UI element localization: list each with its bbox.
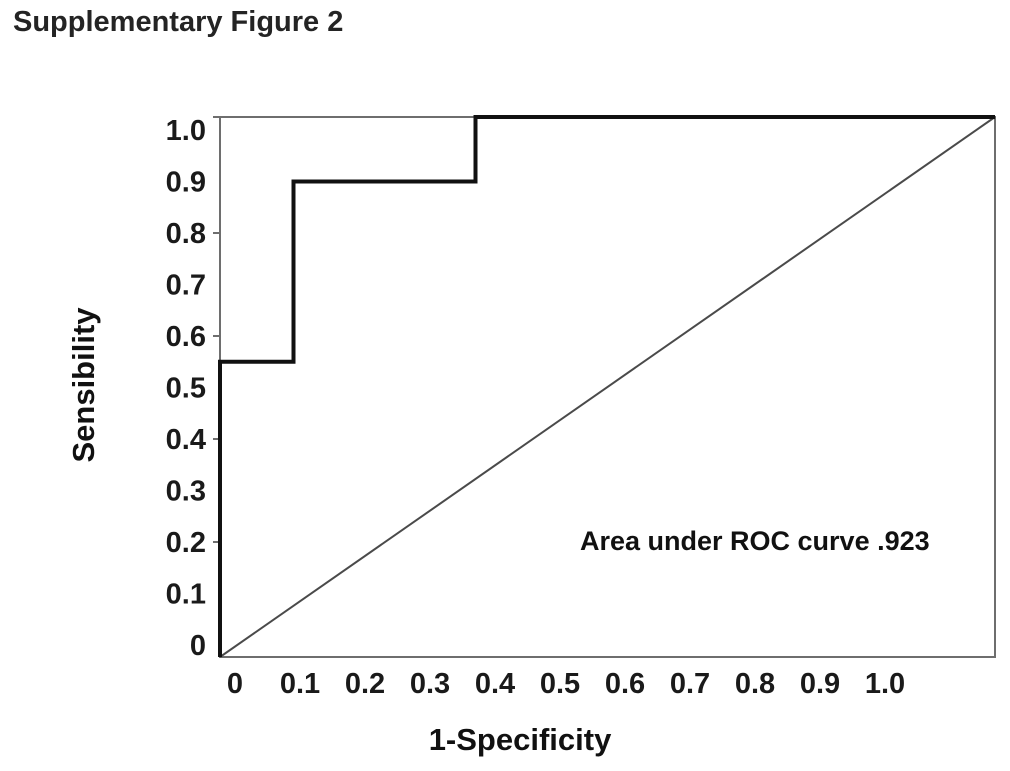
y-tick-label: 0.6 [166, 321, 206, 353]
x-tick-label: 0.5 [540, 668, 580, 700]
x-tick-label: 1.0 [865, 668, 905, 700]
x-tick-label: 0.1 [280, 668, 320, 700]
y-tick-label: 0.3 [166, 476, 206, 508]
y-axis-title: Sensibility [66, 307, 101, 463]
y-tick-label: 0.7 [166, 270, 206, 302]
x-tick-label: 0.4 [475, 668, 515, 700]
x-tick-label: 0.3 [410, 668, 450, 700]
auc-annotation: Area under ROC curve .923 [580, 526, 930, 556]
x-tick-label: 0.7 [670, 668, 710, 700]
y-tick-label: 0.4 [166, 424, 206, 456]
y-tick-label: 1.0 [166, 115, 206, 147]
y-tick-label: 0 [190, 630, 206, 662]
x-tick-label: 0 [227, 668, 243, 700]
x-tick-label: 0.8 [735, 668, 775, 700]
y-tick-label: 0.5 [166, 373, 206, 405]
x-tick-label: 0.2 [345, 668, 385, 700]
roc-curve-line [218, 115, 995, 657]
y-tick-label: 0.8 [166, 218, 206, 250]
y-tick-label: 0.1 [166, 579, 206, 611]
x-tick-label: 0.9 [800, 668, 840, 700]
y-tick-label: 0.9 [166, 167, 206, 199]
reference-diagonal-line [219, 116, 996, 658]
y-tick-label: 0.2 [166, 527, 206, 559]
x-tick-label: 0.6 [605, 668, 645, 700]
figure-title: Supplementary Figure 2 [13, 6, 344, 38]
x-axis-title: 1-Specificity [428, 722, 612, 757]
